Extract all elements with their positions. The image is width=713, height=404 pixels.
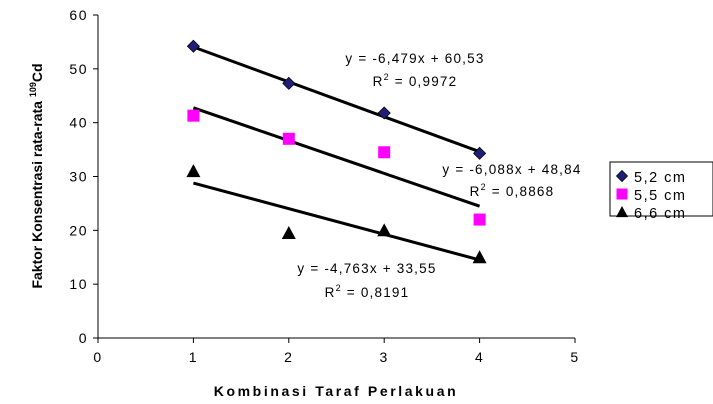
data-point-series-3 [186,164,201,178]
r-squared-exponent: 2 [481,182,487,192]
r-squared-symbol: R [470,184,481,199]
y-axis-title-superscript: 109 [28,82,38,97]
trendlines [192,45,481,262]
legend-marker-series-1 [615,169,629,183]
data-point-series-3 [377,223,392,237]
r-squared-series-1: R2 = 0,9972 [373,72,458,89]
r-squared-value: = 0,8191 [342,285,409,300]
legend-marker-series-2 [616,188,628,200]
data-point-series-2 [187,109,200,122]
data-point-series-2 [282,132,295,145]
data-point-series-1 [377,106,391,120]
data-point-series-1 [282,76,296,90]
r-squared-series-3: R2 = 0,8191 [325,283,410,300]
y-tick-label: 60 [69,7,88,23]
r-squared-value: = 0,8868 [487,184,554,199]
r-squared-symbol: R [373,74,384,89]
x-tick-label: 5 [570,349,579,365]
legend: 5,2 cm 5,5 cm 6,6 cm [609,161,713,222]
y-tick-label: 40 [69,115,88,131]
data-point-series-2 [378,146,391,159]
y-tick-label: 50 [69,61,88,77]
legend-label-series-3: 6,6 cm [634,206,687,222]
equation-series-2: y = -6,088x + 48,84 [442,162,581,177]
data-point-series-2 [473,213,486,226]
r-squared-exponent: 2 [384,72,390,82]
equation-series-3: y = -4,763x + 33,55 [297,261,436,276]
equation-series-1: y = -6,479x + 60,53 [345,51,484,66]
y-tick-label: 20 [69,222,88,238]
r-squared-value: = 0,9972 [390,74,457,89]
x-axis-title: Kombinasi Taraf Perlakuan [214,383,458,399]
y-tick-label: 10 [69,276,88,292]
trendline-series-3 [193,181,480,262]
x-tick-label: 3 [380,349,389,365]
x-tick-label: 2 [284,349,293,365]
y-axis-title-prefix: Faktor Konsentrasi rata-rata [29,97,45,288]
trendline-series-2 [192,106,481,208]
legend-label-series-2: 5,5 cm [634,188,687,204]
data-point-series-3 [472,250,487,264]
y-axis-title: Faktor Konsentrasi rata-rata 109Cd [28,63,45,288]
x-tick-label: 0 [93,349,102,365]
r-squared-symbol: R [325,285,336,300]
y-axis-title-suffix: Cd [29,63,45,82]
data-point-series-1 [186,39,200,53]
x-tick-label: 4 [475,349,484,365]
y-tick-label: 30 [69,169,88,185]
trendline-series-1 [192,45,481,154]
x-tick-label: 1 [189,349,198,365]
axes: 0 10 20 30 40 50 60 0 1 2 3 4 5 [69,7,579,365]
y-tick-label: 0 [79,330,88,346]
data-markers [186,39,487,264]
r-squared-series-2: R2 = 0,8868 [470,182,555,199]
legend-marker-series-3 [616,206,628,218]
r-squared-exponent: 2 [336,283,342,293]
legend-label-series-1: 5,2 cm [634,170,687,186]
data-point-series-1 [473,146,487,160]
data-point-series-3 [281,226,296,239]
